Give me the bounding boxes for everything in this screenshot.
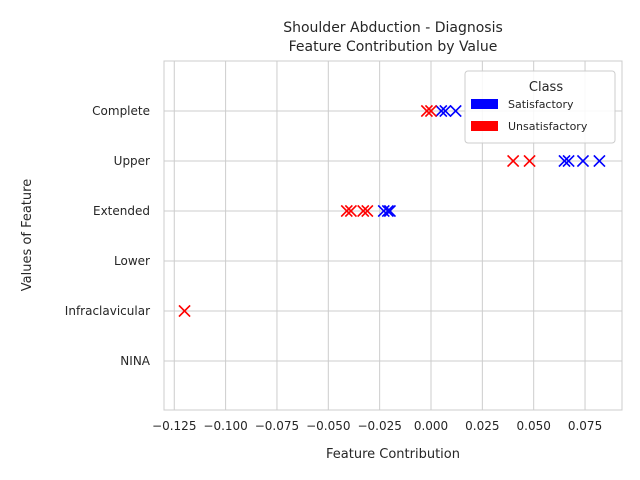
legend: Class Satisfactory Unsatisfactory <box>464 70 616 144</box>
point-unsatisfactory <box>340 204 353 218</box>
legend-title: Class <box>529 80 563 95</box>
x-tick-label: −0.025 <box>357 419 401 433</box>
x-tick-labels: −0.125 −0.100 −0.075 −0.050 −0.025 0.000 0.025… <box>152 419 602 433</box>
y-tick-label: Lower <box>114 254 150 268</box>
chart-title: Shoulder Abduction - Diagnosis <box>283 20 503 36</box>
chart-subtitle: Feature Contribution by Value <box>289 39 498 55</box>
point-satisfactory <box>558 154 571 168</box>
y-tick-label: Upper <box>114 154 150 168</box>
x-tick-label: 0.000 <box>414 419 448 433</box>
y-tick-label: Infraclavicular <box>65 304 150 318</box>
point-satisfactory <box>449 104 462 118</box>
x-tick-label: 0.075 <box>568 419 602 433</box>
plot-area <box>163 60 623 411</box>
point-satisfactory <box>576 154 590 168</box>
legend-frame <box>464 70 616 144</box>
y-tick-label: Complete <box>92 104 150 118</box>
legend-label-satisfactory: Satisfactory <box>508 98 574 111</box>
point-unsatisfactory <box>420 104 434 118</box>
point-unsatisfactory <box>424 104 438 118</box>
y-tick-labels: Complete Upper Extended Lower Infraclavicula… <box>65 104 151 368</box>
point-satisfactory <box>593 154 606 168</box>
data-points <box>178 104 606 318</box>
point-satisfactory <box>562 154 575 168</box>
x-tick-label: −0.075 <box>255 419 299 433</box>
grid <box>164 61 622 410</box>
x-axis-label: Feature Contribution <box>326 447 460 462</box>
x-tick-label: −0.050 <box>306 419 350 433</box>
x-tick-label: −0.125 <box>152 419 196 433</box>
point-satisfactory <box>439 104 452 118</box>
point-unsatisfactory <box>507 154 520 168</box>
point-unsatisfactory <box>178 304 191 318</box>
x-tick-label: 0.050 <box>517 419 551 433</box>
point-satisfactory <box>383 204 397 218</box>
legend-label-unsatisfactory: Unsatisfactory <box>508 120 588 133</box>
point-unsatisfactory <box>344 204 358 218</box>
legend-swatch-unsatisfactory <box>471 121 498 131</box>
point-satisfactory <box>435 104 448 118</box>
y-tick-label: NINA <box>120 354 150 368</box>
point-unsatisfactory <box>523 154 536 168</box>
point-unsatisfactory <box>357 204 370 218</box>
point-unsatisfactory <box>361 204 374 218</box>
x-tick-label: 0.025 <box>465 419 499 433</box>
y-tick-label: Extended <box>93 204 150 218</box>
x-tick-label: −0.100 <box>203 419 247 433</box>
y-axis-label: Values of Feature <box>20 179 35 291</box>
point-satisfactory <box>381 204 394 218</box>
legend-swatch-satisfactory <box>471 99 498 109</box>
